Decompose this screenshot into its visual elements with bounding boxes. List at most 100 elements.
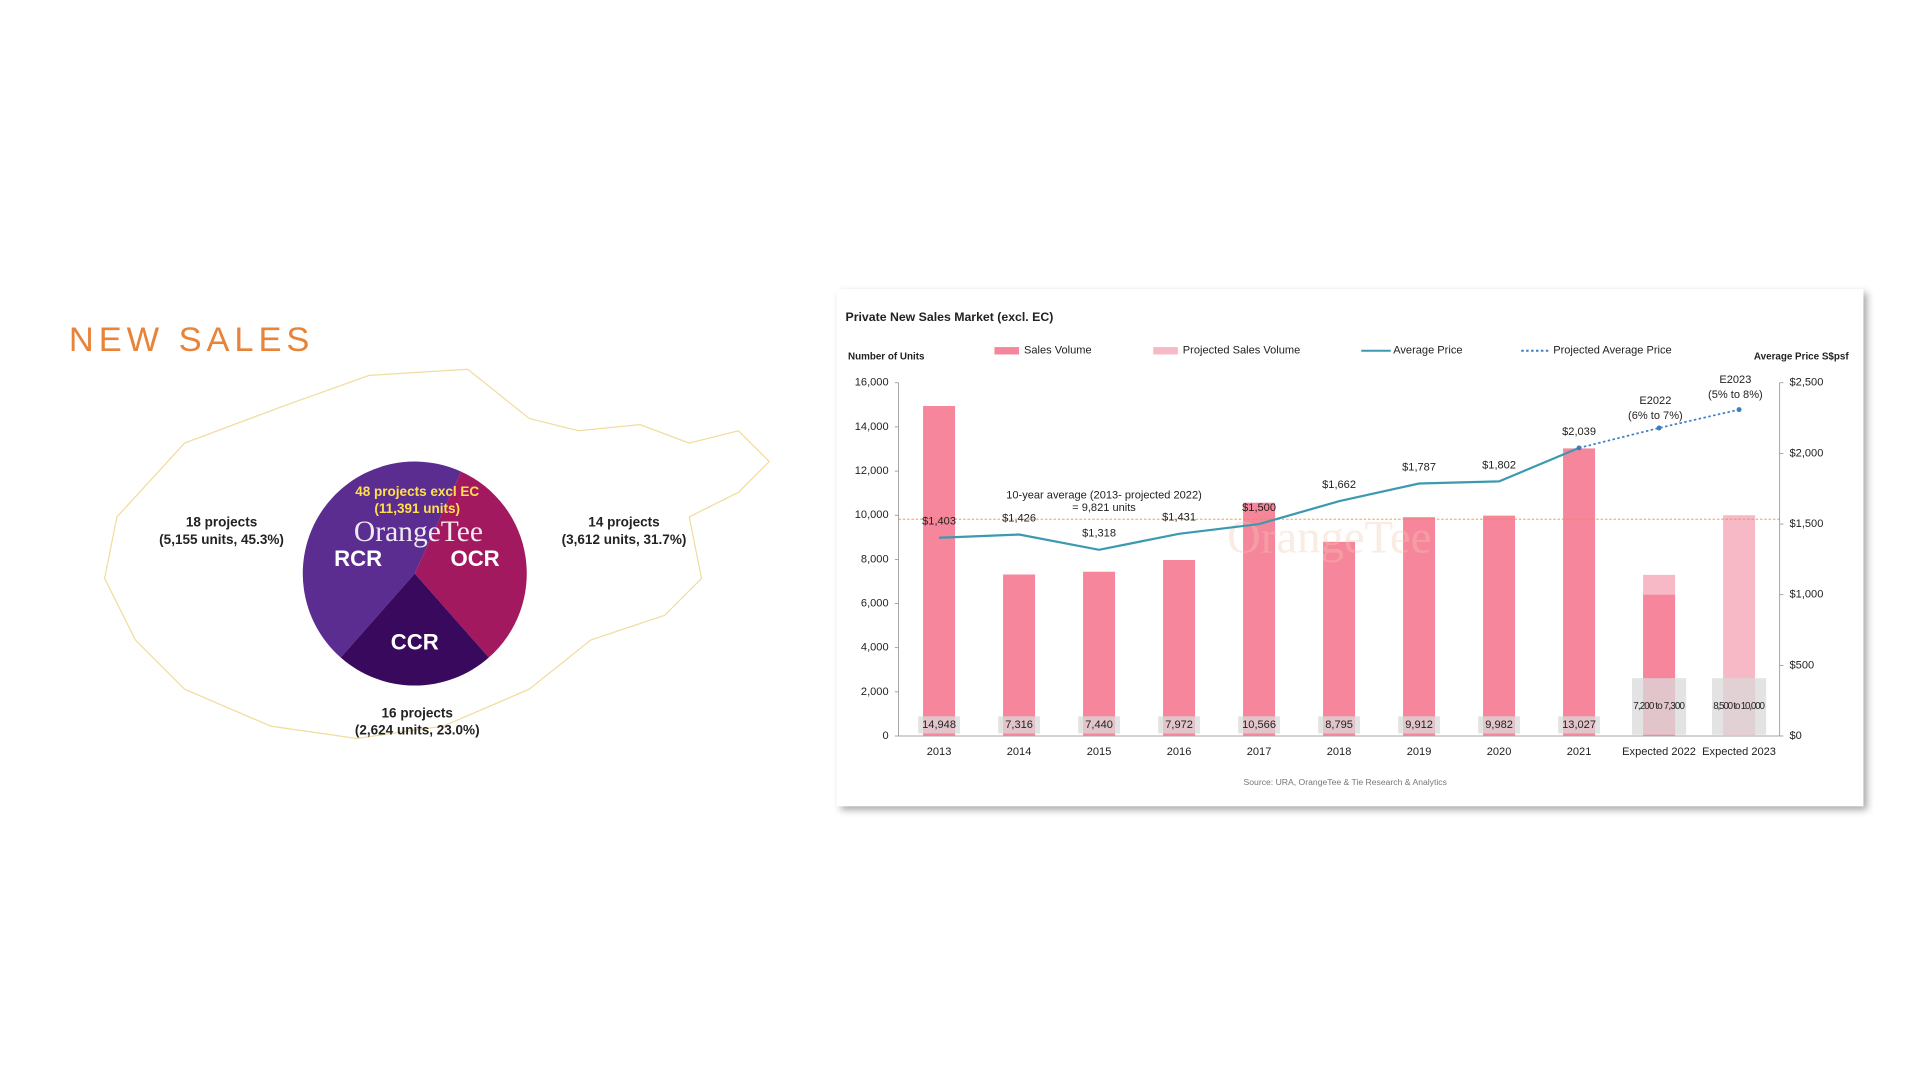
pie-slice — [340, 573, 489, 686]
y2-tick-label: $2,000 — [1790, 447, 1824, 459]
x-tick-label: 2018 — [1327, 746, 1352, 758]
bar-value-label: 13,027 — [1562, 719, 1596, 731]
map-outline — [103, 368, 771, 740]
x-tick-label: 2013 — [927, 746, 952, 758]
average-detail: = 9,821 units — [1072, 502, 1136, 514]
value-label-bg — [1238, 716, 1280, 734]
legend-swatch — [994, 347, 1020, 355]
average-label: 10-year average (2013- projected 2022) — [1006, 490, 1202, 502]
value-label-bg — [1398, 716, 1440, 734]
x-tick-label: 2017 — [1247, 746, 1272, 758]
source-note: Source: URA, OrangeTee & Tie Research & … — [1244, 777, 1447, 787]
bar-value-label: 14,948 — [922, 719, 956, 731]
y-tick-label: 2,000 — [861, 686, 889, 698]
bar — [923, 405, 956, 736]
bar-value-label: 7,316 — [1005, 719, 1033, 731]
x-tick-label: Expected 2022 — [1622, 746, 1696, 758]
y-tick-label: 6,000 — [861, 597, 889, 609]
pie-title: 48 projects excl EC — [355, 484, 479, 499]
projection-label: E2023 — [1719, 374, 1751, 386]
value-label-bg — [1558, 716, 1600, 734]
bar-value-label: 8,500 to 10,000 — [1713, 701, 1765, 712]
bar-value-label: 7,200 to 7,300 — [1633, 701, 1685, 712]
price-label: $1,500 — [1242, 502, 1276, 514]
slice-annotation-detail: (5,155 units, 45.3%) — [159, 532, 284, 547]
value-label-bg — [1158, 716, 1200, 734]
y-tick-label: 12,000 — [855, 465, 889, 477]
y2-tick-label: $500 — [1790, 659, 1815, 671]
pie-chart: RCR OCR CCR 18 projects (5,155 units, 45.3%)… — [159, 461, 687, 738]
bar — [1323, 541, 1356, 736]
legend-label: Sales Volume — [1024, 345, 1092, 357]
bar-value-label: 8,795 — [1325, 719, 1353, 731]
y-tick-label: 4,000 — [861, 642, 889, 654]
price-point — [1656, 425, 1662, 431]
value-label-bg — [998, 716, 1040, 734]
x-tick-label: 2014 — [1007, 746, 1032, 758]
logo: OrangeTee — [354, 516, 483, 548]
bar — [1563, 448, 1596, 736]
y2-tick-label: $0 — [1790, 730, 1802, 742]
value-label-bg — [918, 716, 960, 734]
x-tick-label: 2016 — [1167, 746, 1192, 758]
y-tick-label: 16,000 — [855, 377, 889, 389]
price-point — [1576, 445, 1582, 451]
x-tick-label: 2015 — [1087, 746, 1112, 758]
bar — [1163, 560, 1196, 736]
y2-tick-label: $2,500 — [1790, 377, 1824, 389]
price-label: $2,039 — [1562, 426, 1596, 438]
bar — [1403, 517, 1436, 736]
page-title: NEW SALES — [69, 321, 314, 359]
projection-detail: (5% to 8%) — [1708, 389, 1763, 401]
price-line — [939, 446, 1580, 551]
y-tick-label: 8,000 — [861, 553, 889, 565]
price-label: $1,431 — [1162, 512, 1196, 524]
value-label-bg — [1478, 716, 1520, 734]
y-tick-label: 10,000 — [855, 509, 889, 521]
price-label: $1,426 — [1002, 512, 1036, 524]
slice-annotation-detail: (3,612 units, 31.7%) — [562, 532, 687, 547]
projection-label: E2022 — [1639, 395, 1671, 407]
y-tick-label: 14,000 — [855, 421, 889, 433]
y2-tick-label: $1,500 — [1790, 518, 1824, 530]
y2-tick-label: $1,000 — [1790, 589, 1824, 601]
pie-slice — [302, 461, 462, 658]
slice-label: RCR — [334, 546, 382, 571]
slice-annotation: 16 projects — [382, 705, 453, 720]
x-tick-label: 2021 — [1567, 746, 1592, 758]
slice-label: OCR — [450, 546, 499, 571]
price-point — [1736, 407, 1742, 413]
x-tick-label: 2019 — [1407, 746, 1432, 758]
slice-label: CCR — [391, 630, 439, 655]
bar-value-label: 7,440 — [1085, 719, 1113, 731]
value-label-bg — [1712, 678, 1767, 735]
pie-subtitle: (11,391 units) — [374, 501, 460, 516]
value-label-bg — [1632, 678, 1687, 735]
price-label: $1,403 — [922, 516, 956, 528]
bar — [1083, 571, 1116, 736]
x-tick-label: Expected 2023 — [1702, 746, 1776, 758]
chart-title: Private New Sales Market (excl. EC) — [846, 310, 1054, 324]
bar — [1003, 574, 1036, 736]
bar-value-label: 10,566 — [1242, 719, 1276, 731]
legend-label: Average Price — [1393, 345, 1462, 357]
price-label: $1,318 — [1082, 528, 1116, 540]
x-tick-label: 2020 — [1487, 746, 1512, 758]
bar — [1483, 515, 1516, 736]
y2-axis-title: Average Price S$psf — [1754, 352, 1849, 363]
legend-label: Projected Sales Volume — [1183, 345, 1300, 357]
combo-chart: Private New Sales Market (excl. EC) Numbe… — [846, 310, 1850, 787]
projection-detail: (6% to 7%) — [1628, 410, 1683, 422]
bar-value-label: 9,982 — [1485, 719, 1513, 731]
legend-label: Projected Average Price — [1553, 345, 1671, 357]
slice-annotation: 18 projects — [186, 515, 257, 530]
legend-swatch — [1153, 347, 1178, 355]
value-label-bg — [1078, 716, 1120, 734]
y-tick-label: 0 — [882, 730, 888, 742]
price-label: $1,662 — [1322, 479, 1356, 491]
price-label: $1,787 — [1402, 461, 1436, 473]
slice-annotation-detail: (2,624 units, 23.0%) — [355, 723, 480, 738]
bar — [1243, 502, 1276, 736]
bar-value-label: 9,912 — [1405, 719, 1433, 731]
